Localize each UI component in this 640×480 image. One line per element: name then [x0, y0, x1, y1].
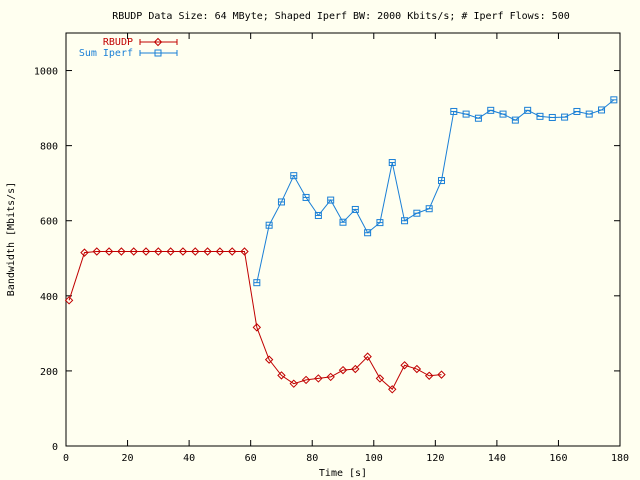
data-point-rbudp: [400, 361, 409, 370]
data-point-rbudp: [388, 385, 397, 394]
y-tick-label: 800: [40, 142, 58, 153]
x-tick-label: 180: [611, 453, 629, 464]
data-point-rbudp: [375, 374, 385, 383]
data-point-rbudp: [104, 247, 114, 256]
x-tick-label: 20: [122, 453, 134, 464]
x-tick-label: 60: [245, 453, 257, 464]
data-point-rbudp: [437, 370, 446, 379]
data-point-rbudp: [363, 352, 372, 361]
series-line-rbudp: [68, 251, 442, 391]
data-point-rbudp: [252, 323, 262, 332]
data-point-rbudp: [326, 372, 335, 382]
series-line-sum-iperf: [256, 99, 615, 283]
y-tick-label: 600: [40, 217, 58, 228]
chart-title: RBUDP Data Size: 64 MByte; Shaped Iperf …: [112, 11, 570, 22]
data-point-rbudp: [351, 364, 360, 374]
data-point-rbudp: [117, 247, 126, 256]
x-tick-label: 140: [488, 453, 506, 464]
data-point-rbudp: [166, 247, 175, 256]
x-tick-label: 100: [365, 453, 383, 464]
data-point-rbudp: [424, 371, 434, 380]
legend-label-rbudp: RBUDP: [103, 37, 133, 48]
plot-frame: [65, 32, 621, 447]
data-point-rbudp: [178, 247, 188, 256]
data-point-rbudp: [301, 375, 311, 385]
data-point-rbudp: [129, 247, 138, 256]
data-point-rbudp: [64, 296, 74, 305]
y-tick-label: 0: [52, 442, 58, 453]
x-tick-label: 120: [426, 453, 444, 464]
data-point-rbudp: [240, 247, 249, 256]
data-point-rbudp: [203, 247, 212, 256]
x-axis-label: Time [s]: [319, 468, 367, 479]
data-point-rbudp: [92, 247, 101, 256]
series-layer: [64, 96, 618, 394]
data-point-rbudp: [277, 371, 286, 380]
legend-marker-rbudp: [153, 37, 163, 47]
axes: 0 20 40 60 80 100 120 140 160 180 0 200 400 600 800 100…: [34, 33, 629, 464]
data-point-rbudp: [227, 247, 237, 256]
y-tick-label: 200: [40, 367, 58, 378]
data-point-rbudp: [80, 248, 89, 257]
data-point-rbudp: [412, 364, 422, 374]
y-axis-label: Bandwidth [Mbits/s]: [6, 182, 17, 296]
data-point-rbudp: [215, 247, 225, 256]
data-point-rbudp: [154, 247, 163, 256]
y-tick-label: 1000: [34, 67, 58, 78]
data-point-rbudp: [141, 247, 151, 256]
x-tick-label: 80: [306, 453, 318, 464]
x-tick-label: 0: [63, 453, 69, 464]
legend-label-sum-iperf: Sum Iperf: [79, 48, 133, 59]
x-tick-label: 160: [549, 453, 567, 464]
data-point-rbudp: [314, 374, 323, 383]
data-point-rbudp: [191, 247, 200, 256]
y-tick-label: 400: [40, 292, 58, 303]
data-point-rbudp: [264, 355, 274, 364]
data-point-rbudp: [338, 365, 348, 375]
data-point-rbudp: [289, 379, 298, 388]
x-tick-label: 40: [183, 453, 195, 464]
